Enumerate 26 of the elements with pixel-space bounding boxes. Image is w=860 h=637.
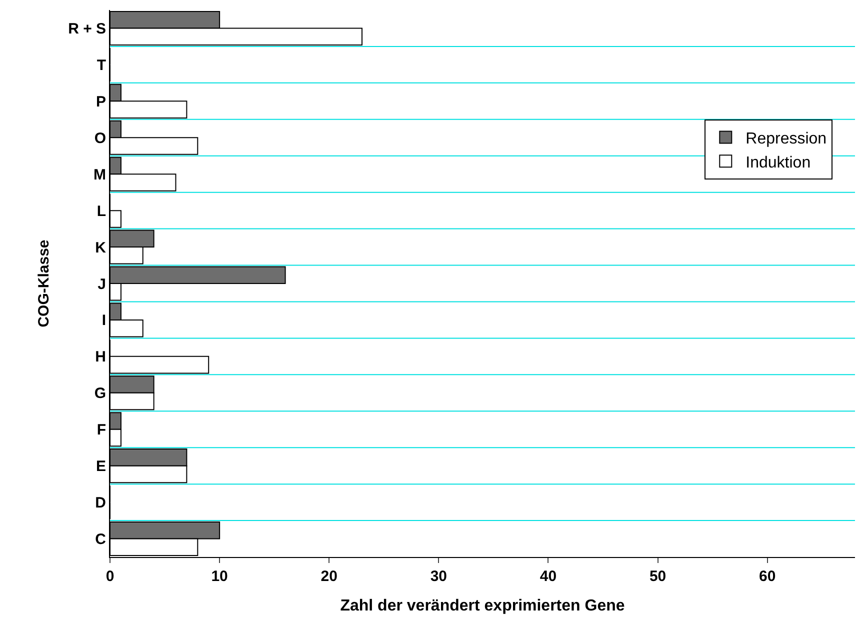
- x-tick-label: 60: [759, 568, 776, 585]
- x-axis-title: Zahl der verändert exprimierten Gene: [340, 598, 625, 615]
- y-tick-label: R + S: [68, 20, 106, 38]
- legend-label: Repression: [746, 130, 827, 148]
- legend-label: Induktion: [746, 154, 811, 172]
- y-tick-label: T: [96, 56, 106, 74]
- y-tick-label: G: [94, 385, 106, 402]
- x-tick-label: 40: [540, 568, 557, 585]
- y-tick-label: L: [96, 202, 106, 220]
- y-tick-label: P: [96, 93, 106, 110]
- y-tick-label: F: [96, 422, 106, 439]
- x-tick-label: 30: [430, 568, 448, 585]
- x-tick-label: 0: [106, 568, 114, 585]
- x-tick-label: 20: [320, 568, 338, 585]
- y-tick-label: C: [95, 531, 106, 548]
- y-tick-label: I: [102, 312, 106, 330]
- y-tick-label: H: [95, 348, 106, 366]
- y-tick-label: J: [98, 276, 106, 293]
- y-tick-label: E: [96, 458, 106, 476]
- y-tick-label: M: [94, 166, 106, 184]
- y-tick-label: D: [95, 494, 106, 512]
- x-tick-label: 10: [211, 568, 228, 585]
- y-tick-label: O: [94, 130, 106, 147]
- y-axis-title: COG-Klasse: [35, 240, 52, 328]
- x-tick-label: 50: [649, 568, 666, 585]
- y-tick-label: K: [95, 239, 106, 256]
